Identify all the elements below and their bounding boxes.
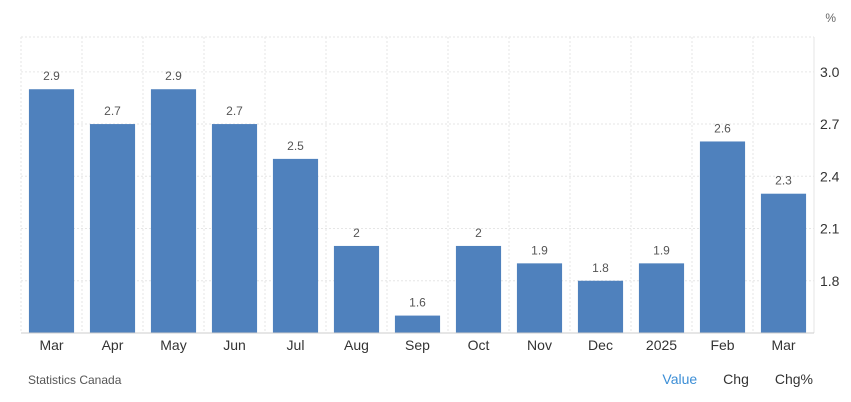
view-tabs: Value Chg Chg%	[662, 371, 813, 387]
bar-value-label: 2	[353, 226, 360, 240]
y-tick-label: 3.0	[820, 64, 840, 80]
bar-value-label: 2	[475, 226, 482, 240]
bar-value-label: 1.9	[531, 243, 548, 257]
x-tick-label: Mar	[771, 337, 795, 353]
bar	[89, 124, 136, 333]
x-tick-label: Aug	[344, 337, 369, 353]
bar-value-label: 2.9	[165, 69, 182, 83]
tab-chg-percent[interactable]: Chg%	[774, 371, 813, 387]
source-label: Statistics Canada	[28, 373, 122, 387]
x-tick-label: Jun	[223, 337, 246, 353]
bar	[577, 280, 624, 333]
bar	[211, 124, 258, 333]
bar	[333, 245, 380, 333]
bar	[638, 263, 685, 333]
tab-value[interactable]: Value	[662, 371, 698, 387]
bar	[516, 263, 563, 333]
bar-value-label: 2.7	[226, 104, 243, 118]
bar	[455, 245, 502, 333]
bar-value-label: 1.8	[592, 261, 609, 275]
bar	[699, 141, 746, 333]
x-tick-label: Nov	[527, 337, 552, 353]
bar-value-label: 2.9	[43, 69, 60, 83]
tab-chg[interactable]: Chg	[723, 371, 749, 387]
x-tick-label: Feb	[710, 337, 734, 353]
bar-chart: 1.8 2.1 2.4 2.7 3.0% 2.9 Mar 2.7 Apr 2.9 May 2.7 Jun…	[20, 11, 840, 353]
bar	[394, 315, 441, 333]
x-tick-label: Sep	[405, 337, 430, 353]
x-tick-label: Oct	[468, 337, 490, 353]
x-tick-label: May	[160, 337, 186, 353]
bar-value-label: 1.9	[653, 243, 670, 257]
y-tick-label: 2.7	[820, 116, 840, 132]
x-tick-label: Jul	[287, 337, 305, 353]
y-tick-label: 1.8	[820, 273, 840, 289]
bar-value-label: 2.3	[775, 174, 792, 188]
bar-value-label: 2.6	[714, 121, 731, 135]
bar	[28, 89, 75, 333]
bar-value-label: 1.6	[409, 296, 426, 310]
bar-value-label: 2.5	[287, 139, 304, 153]
y-tick-label: 2.4	[820, 168, 840, 184]
x-tick-label: Apr	[102, 337, 124, 353]
x-tick-label: Mar	[39, 337, 63, 353]
bar	[272, 158, 319, 333]
y-unit-label: %	[825, 11, 836, 25]
x-tick-label: 2025	[646, 337, 677, 353]
bar	[150, 89, 197, 333]
bar-value-label: 2.7	[104, 104, 121, 118]
bar	[760, 193, 807, 333]
y-tick-label: 2.1	[820, 221, 840, 237]
x-tick-label: Dec	[588, 337, 613, 353]
